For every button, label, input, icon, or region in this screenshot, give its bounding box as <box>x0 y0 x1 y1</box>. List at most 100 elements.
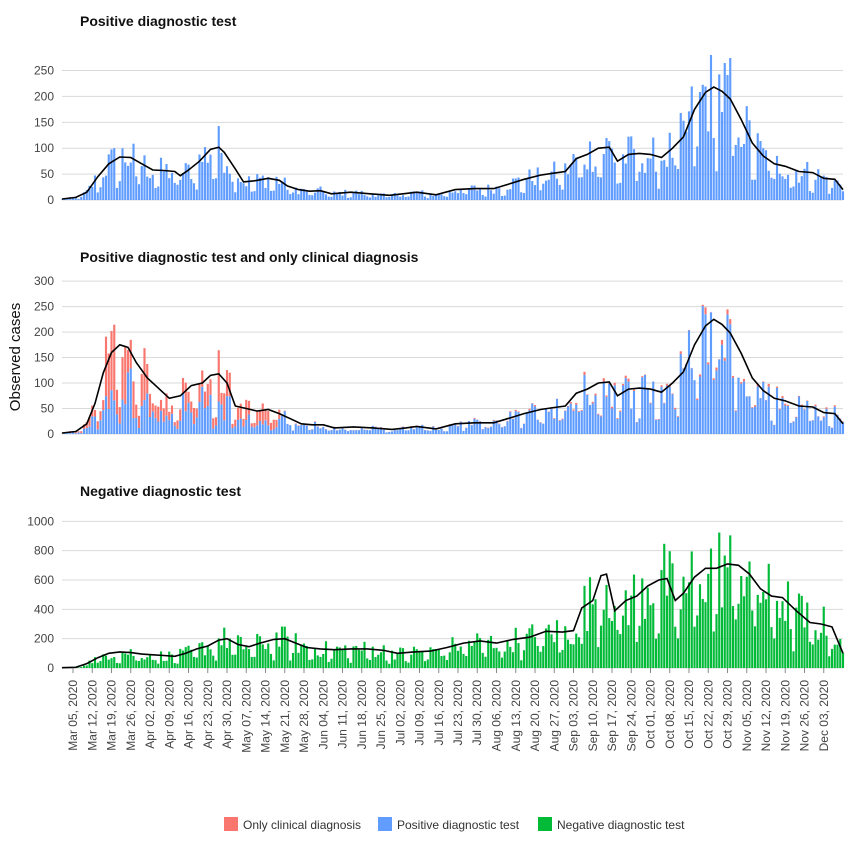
bar-positive <box>720 111 724 200</box>
bar-positive <box>828 426 831 434</box>
bar-clinical <box>124 346 127 405</box>
bar-negative <box>291 653 295 668</box>
legend-label: Only clinical diagnosis <box>243 818 361 832</box>
bar-negative <box>283 626 286 668</box>
bar-negative <box>745 576 748 668</box>
bar-positive <box>322 427 325 434</box>
bar-positive <box>751 407 754 434</box>
bar-positive <box>451 192 454 200</box>
bar-positive <box>88 426 91 434</box>
bar-positive <box>583 375 586 434</box>
bar-clinical <box>313 421 317 422</box>
bar-positive <box>360 190 363 200</box>
bar-negative <box>731 606 735 668</box>
bar-negative <box>363 641 366 668</box>
bar-clinical <box>613 382 616 386</box>
bar-negative <box>643 618 647 668</box>
bar-negative <box>500 657 504 668</box>
bar-positive <box>470 185 473 200</box>
bar-positive <box>481 429 484 434</box>
bar-positive <box>726 75 729 200</box>
bar-clinical <box>181 377 185 394</box>
bar-clinical <box>561 418 564 420</box>
bar-clinical <box>247 400 251 415</box>
bar-negative <box>467 640 471 668</box>
bar-positive <box>352 192 355 200</box>
bar-positive <box>190 412 193 434</box>
bars <box>60 532 845 668</box>
bar-positive <box>250 191 253 200</box>
bar-negative <box>613 606 616 668</box>
x-tick-label: Nov 26, 2020 <box>798 680 812 752</box>
bar-negative <box>135 660 138 668</box>
bar-positive <box>566 406 570 434</box>
bar-positive <box>520 428 523 434</box>
x-tick-label: Jun 25, 2020 <box>374 680 388 750</box>
bar-negative <box>256 633 259 668</box>
bar-negative <box>657 633 660 668</box>
bar-positive <box>121 148 124 200</box>
bar-negative <box>707 573 710 668</box>
x-tick-label: Nov 12, 2020 <box>759 680 773 752</box>
bar-clinical <box>173 422 176 426</box>
bar-negative <box>297 652 300 668</box>
bar-clinical <box>506 420 509 422</box>
bar-positive <box>157 421 160 434</box>
bar-positive <box>753 179 757 200</box>
bar-positive <box>137 427 141 434</box>
bar-negative <box>410 654 413 668</box>
bar-positive <box>806 161 809 200</box>
bar-positive <box>198 154 201 200</box>
bar-positive <box>561 189 564 200</box>
bar-negative <box>319 656 322 668</box>
bar-clinical <box>701 304 704 307</box>
bar-clinical <box>528 408 531 411</box>
bar-positive <box>333 426 336 434</box>
bar-positive <box>586 169 589 200</box>
bar-positive <box>159 410 163 434</box>
bar-negative <box>487 639 490 668</box>
bar-negative <box>786 581 790 668</box>
bar-negative <box>159 651 163 668</box>
bar-clinical <box>696 398 699 401</box>
bar-clinical <box>102 400 105 411</box>
bar-positive <box>707 131 710 200</box>
bar-positive <box>465 194 468 200</box>
bar-positive <box>550 408 553 434</box>
bar-clinical <box>720 339 724 345</box>
bar-positive <box>679 113 682 200</box>
bar-positive <box>462 193 465 200</box>
y-tick-label: 100 <box>34 376 54 390</box>
bar-positive <box>239 181 242 200</box>
bar-positive <box>484 427 487 434</box>
bar-negative <box>316 655 319 668</box>
bar-positive <box>646 158 649 200</box>
bar-positive <box>690 86 693 200</box>
bar-negative <box>528 628 531 668</box>
x-tick-label: Sep 24, 2020 <box>624 680 638 752</box>
bar-negative <box>352 646 355 668</box>
bar-positive <box>476 190 479 200</box>
bar-negative <box>561 649 564 668</box>
x-tick-label: Apr 23, 2020 <box>201 680 215 749</box>
bar-positive <box>473 418 476 434</box>
bar-positive <box>247 176 251 200</box>
bar-positive <box>333 191 336 200</box>
bar-positive <box>539 422 542 434</box>
bar-negative <box>88 660 91 668</box>
x-tick-label: Aug 06, 2020 <box>490 680 504 752</box>
bar-clinical <box>841 421 845 423</box>
bar-clinical <box>704 307 707 315</box>
bar-negative <box>107 659 110 668</box>
bar-clinical <box>712 378 715 381</box>
bar-clinical <box>610 406 614 409</box>
bar-positive <box>674 165 677 200</box>
bar-negative <box>756 594 759 668</box>
bar-positive <box>698 376 702 434</box>
x-tick-label: Mar 19, 2020 <box>105 680 119 751</box>
bar-positive <box>800 176 803 200</box>
bar-positive <box>115 187 119 200</box>
bar-negative <box>841 653 845 668</box>
x-tick-label: Jul 30, 2020 <box>470 680 484 746</box>
bar-negative <box>264 649 267 668</box>
